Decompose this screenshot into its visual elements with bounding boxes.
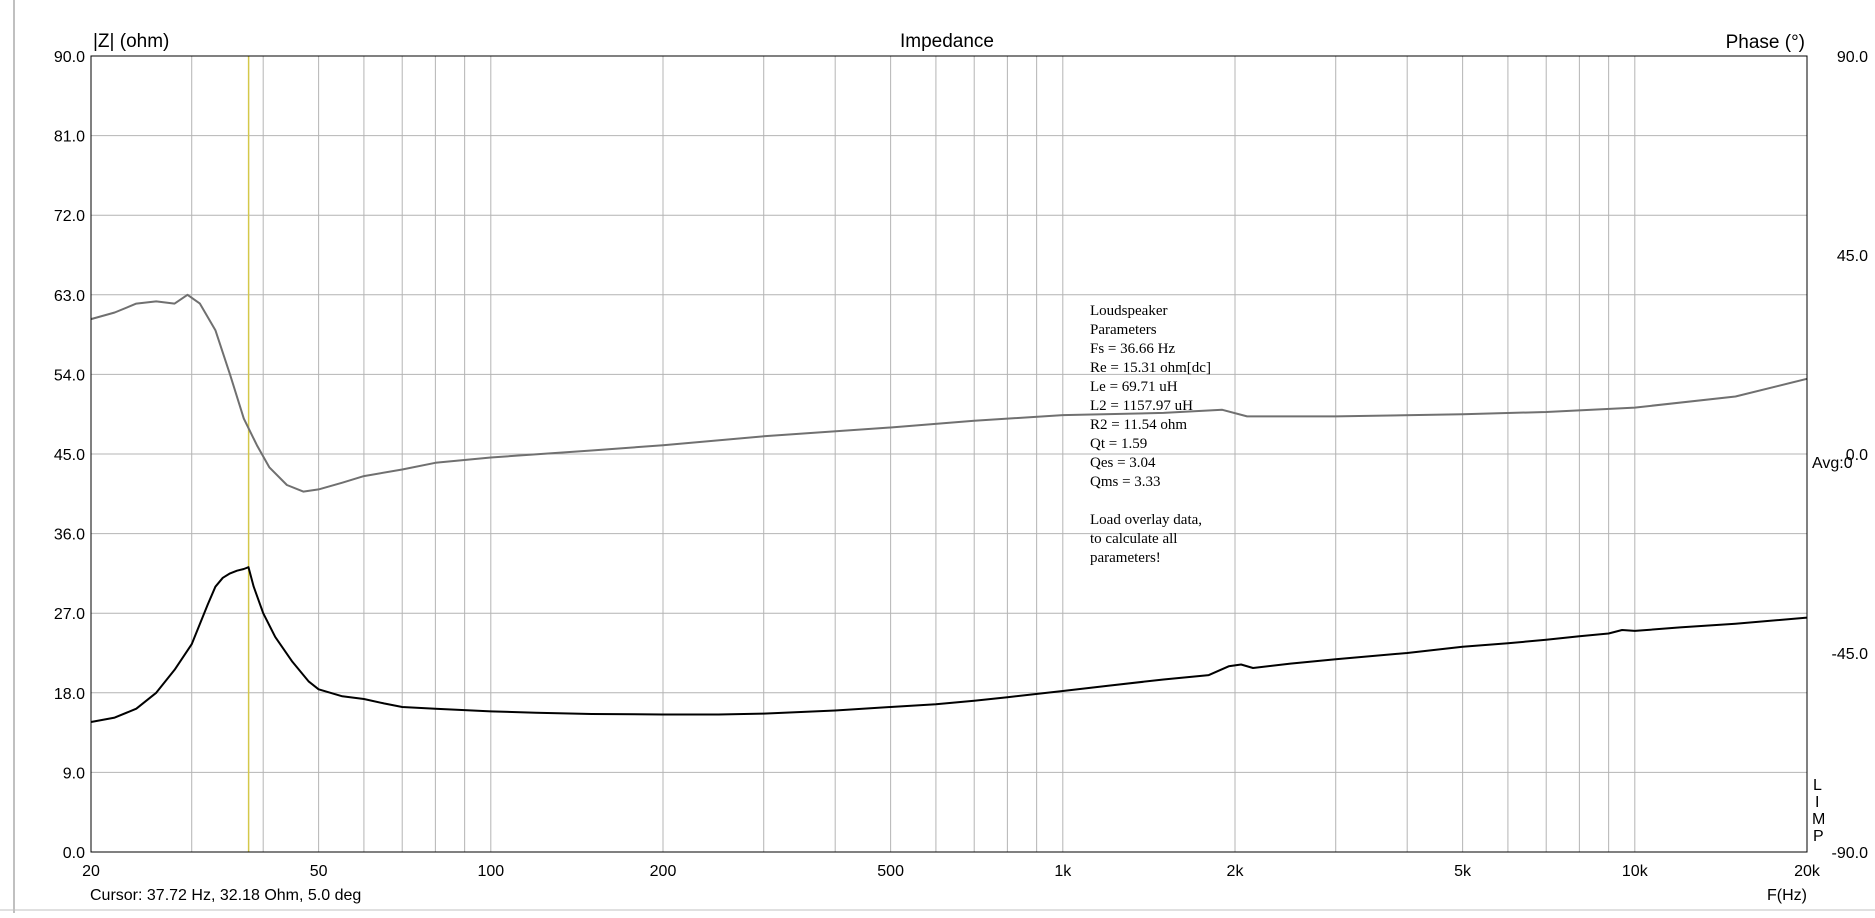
param-line: Le = 69.71 uH bbox=[1090, 379, 1178, 395]
param-line: Loudspeaker bbox=[1090, 303, 1167, 319]
left-tick-label: 45.0 bbox=[54, 447, 85, 464]
param-line: parameters! bbox=[1090, 550, 1161, 566]
left-tick-label: 72.0 bbox=[54, 208, 85, 225]
param-line: L2 = 1157.97 uH bbox=[1090, 398, 1193, 414]
side-letter: L bbox=[1813, 777, 1822, 794]
side-letter: P bbox=[1813, 828, 1824, 845]
left-tick-label: 54.0 bbox=[54, 367, 85, 384]
x-tick-label: 10k bbox=[1622, 863, 1649, 880]
impedance-series-line bbox=[90, 566, 1808, 723]
left-tick-label: 9.0 bbox=[63, 765, 85, 782]
plot-frame bbox=[90, 55, 1808, 853]
x-tick-label: 200 bbox=[650, 863, 677, 880]
param-line: Qms = 3.33 bbox=[1090, 474, 1161, 490]
param-line: Qes = 3.04 bbox=[1090, 455, 1156, 471]
x-tick-label: 20k bbox=[1794, 863, 1821, 880]
param-line: to calculate all bbox=[1090, 531, 1177, 547]
left-tick-label: 90.0 bbox=[54, 49, 85, 66]
param-line: Re = 15.31 ohm[dc] bbox=[1090, 360, 1211, 376]
x-tick-label: 20 bbox=[82, 863, 100, 880]
left-tick-label: 0.0 bbox=[63, 845, 85, 862]
param-line: Qt = 1.59 bbox=[1090, 436, 1147, 452]
right-tick-label: 0.0 bbox=[1846, 447, 1868, 464]
avg-label: Avg:0 bbox=[1812, 455, 1853, 472]
parameters-box: Loudspeaker Parameters Fs = 36.66 Hz Re … bbox=[1090, 303, 1211, 566]
param-line: Load overlay data, bbox=[1090, 512, 1202, 528]
x-tick-label: 2k bbox=[1227, 863, 1245, 880]
x-axis-label: F(Hz) bbox=[1767, 887, 1807, 904]
right-tick-label: -90.0 bbox=[1832, 845, 1869, 862]
param-line: Parameters bbox=[1090, 322, 1157, 338]
side-letter: M bbox=[1812, 811, 1825, 828]
right-tick-label: 45.0 bbox=[1837, 248, 1868, 265]
chart-title: Impedance bbox=[900, 31, 994, 52]
phase-series-line bbox=[90, 293, 1808, 493]
right-tick-label: 90.0 bbox=[1837, 49, 1868, 66]
left-axis-label: |Z| (ohm) bbox=[93, 31, 169, 52]
param-line: R2 = 11.54 ohm bbox=[1090, 417, 1187, 433]
x-tick-label: 50 bbox=[310, 863, 328, 880]
x-tick-label: 100 bbox=[477, 863, 504, 880]
left-tick-label: 81.0 bbox=[54, 129, 85, 146]
left-tick-label: 63.0 bbox=[54, 288, 85, 305]
x-tick-label: 5k bbox=[1454, 863, 1472, 880]
grid bbox=[91, 56, 1807, 852]
left-tick-label: 27.0 bbox=[54, 606, 85, 623]
param-line: Fs = 36.66 Hz bbox=[1090, 341, 1175, 357]
axis-ticks: 0.0 9.0 18.0 27.0 36.0 45.0 54.0 63.0 72.0 81.0 90… bbox=[54, 49, 1868, 880]
side-letter: I bbox=[1815, 794, 1819, 811]
side-letters: L I M P bbox=[1812, 777, 1825, 845]
right-axis-label: Phase (°) bbox=[1726, 32, 1805, 53]
x-tick-label: 500 bbox=[877, 863, 904, 880]
right-tick-label: -45.0 bbox=[1832, 646, 1869, 663]
cursor-readout: Cursor: 37.72 Hz, 32.18 Ohm, 5.0 deg bbox=[90, 887, 361, 904]
left-tick-label: 18.0 bbox=[54, 686, 85, 703]
x-tick-label: 1k bbox=[1054, 863, 1072, 880]
series-lines bbox=[90, 56, 1808, 852]
left-tick-label: 36.0 bbox=[54, 527, 85, 544]
